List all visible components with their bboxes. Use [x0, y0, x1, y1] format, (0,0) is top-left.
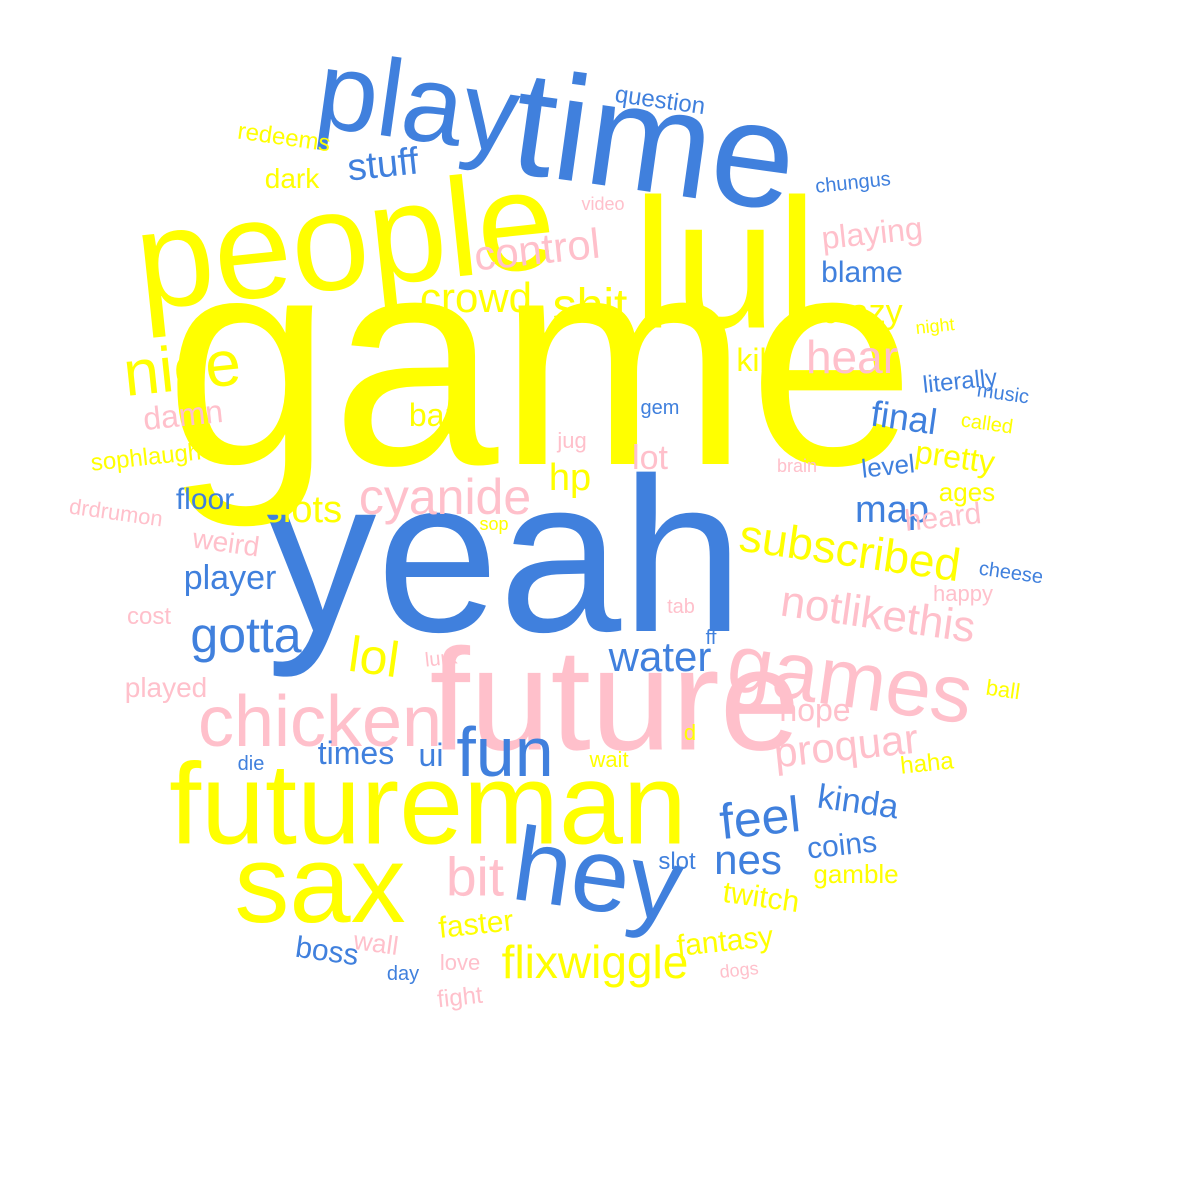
word-day: day [386, 963, 420, 985]
word-kill: kill [736, 342, 774, 378]
word-fantasy: fantasy [675, 920, 775, 963]
word-die: die [237, 753, 265, 775]
word-nice: nice [119, 326, 245, 410]
word-music: music [975, 379, 1031, 409]
word-blame: blame [821, 256, 903, 289]
word-haha: haha [898, 747, 955, 780]
word-jug: jug [557, 428, 587, 453]
word-ff: ff [705, 627, 717, 649]
word-happy: happy [933, 581, 993, 606]
word-hope: hope [779, 692, 851, 728]
word-bit: bit [445, 845, 505, 908]
word-crowd: crowd [419, 274, 533, 321]
word-fun: fun [456, 713, 554, 791]
word-water: water [608, 633, 712, 680]
word-boss: boss [293, 930, 361, 973]
word-called: called [959, 409, 1015, 439]
word-hey: hey [506, 805, 690, 945]
word-ball: ball [984, 674, 1022, 705]
word-nes: nes [714, 836, 782, 883]
word-ages: ages [938, 477, 996, 507]
word-dark: dark [264, 163, 320, 194]
word-level: level [859, 448, 917, 484]
word-crazy: crazy [821, 293, 903, 331]
word-love: love [439, 950, 481, 975]
word-cyanide: cyanide [358, 469, 532, 525]
word-lot: lot [632, 439, 668, 477]
word-wall: wall [351, 925, 401, 961]
word-wait: wait [589, 747, 629, 772]
word-shit: shit [552, 280, 628, 333]
word-weird: weird [190, 522, 262, 563]
word-bar: bar [408, 397, 456, 433]
word-future: future [429, 618, 801, 781]
word-fight: fight [435, 981, 484, 1014]
word-lurk: lurk [423, 646, 459, 672]
word-damn: damn [141, 392, 225, 438]
word-twitch: twitch [720, 875, 802, 920]
word-played: played [124, 672, 208, 703]
word-faster: faster [436, 904, 515, 945]
word-lol: lol [345, 625, 403, 689]
word-sop: sop [479, 514, 509, 534]
word-gotta: gotta [190, 607, 302, 663]
word-player: player [183, 559, 277, 597]
word-slot: slot [658, 848, 696, 875]
word-final: final [868, 392, 940, 443]
word-play: play [309, 27, 527, 178]
word-stuff: stuff [345, 140, 421, 190]
word-brain: brain [776, 456, 818, 476]
word-drdrumon: drdrumon [67, 493, 165, 532]
word-game: game [164, 192, 916, 528]
word-lul: lul [632, 161, 818, 368]
word-slots: slots [263, 489, 343, 531]
word-futureman: futureman [169, 740, 687, 869]
word-hear: hear [805, 331, 899, 383]
word-chicken: chicken [197, 682, 443, 762]
word-floor: floor [175, 483, 235, 516]
word-flixwiggle: flixwiggle [501, 936, 689, 988]
word-tab: tab [667, 596, 695, 618]
word-yeah: yeah [266, 432, 744, 678]
word-night: night [914, 314, 956, 338]
word-cost: cost [126, 603, 172, 630]
word-gamble: gamble [813, 859, 899, 889]
word-sax: sax [234, 823, 406, 946]
word-dogs: dogs [718, 958, 760, 982]
word-map: map [855, 489, 929, 531]
word-pretty: pretty [912, 433, 998, 481]
word-kinda: kinda [815, 777, 901, 827]
word-times: times [317, 735, 395, 771]
word-ui: ui [418, 737, 444, 773]
word-d: d [683, 720, 697, 745]
word-video: video [581, 194, 625, 214]
word-hp: hp [548, 457, 592, 499]
word-gem: gem [640, 397, 680, 419]
